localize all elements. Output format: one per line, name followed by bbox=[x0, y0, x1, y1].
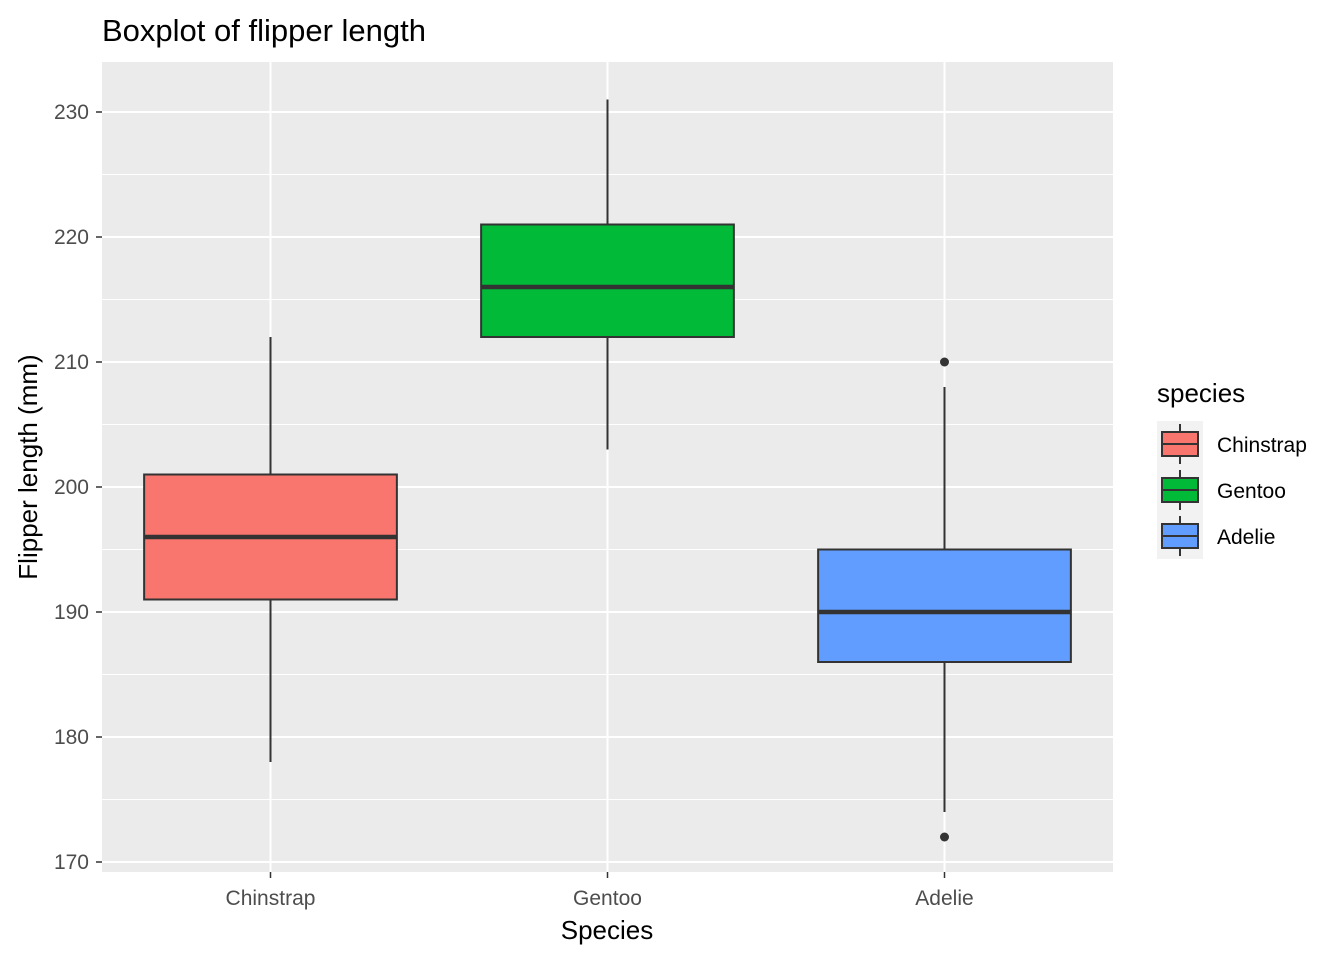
x-tick-label: Gentoo bbox=[573, 887, 642, 910]
x-tick-label: Adelie bbox=[915, 887, 973, 910]
y-tick-label: 170 bbox=[54, 851, 89, 874]
legend-label: Gentoo bbox=[1217, 480, 1286, 503]
legend: species Chinstrap Gentoo Adelie bbox=[1157, 378, 1307, 559]
y-tick-label: 190 bbox=[54, 601, 89, 624]
x-tick-label: Chinstrap bbox=[226, 887, 316, 910]
iqr-box bbox=[480, 223, 735, 338]
legend-label: Chinstrap bbox=[1217, 434, 1307, 457]
chart-title: Boxplot of flipper length bbox=[102, 13, 426, 48]
y-axis: 170 180 190 200 210 220 230 bbox=[54, 101, 102, 874]
legend-entry-gentoo: Gentoo bbox=[1161, 470, 1286, 510]
y-tick-label: 220 bbox=[54, 226, 89, 249]
y-tick-label: 200 bbox=[54, 476, 89, 499]
outlier-point bbox=[940, 357, 949, 367]
outlier-point bbox=[940, 832, 949, 842]
legend-label: Adelie bbox=[1217, 526, 1275, 549]
legend-entry-adelie: Adelie bbox=[1161, 516, 1275, 556]
box-adelie bbox=[817, 357, 1072, 842]
box-chinstrap bbox=[143, 337, 398, 762]
boxes bbox=[143, 99, 1072, 842]
x-axis: Chinstrap Gentoo Adelie bbox=[226, 872, 974, 910]
x-axis-title: Species bbox=[561, 915, 654, 945]
box-gentoo bbox=[480, 99, 735, 450]
iqr-box bbox=[817, 548, 1072, 663]
y-tick-label: 230 bbox=[54, 101, 89, 124]
legend-title: species bbox=[1157, 378, 1245, 408]
y-tick-label: 180 bbox=[54, 726, 89, 749]
y-tick-label: 210 bbox=[54, 351, 89, 374]
legend-entry-chinstrap: Chinstrap bbox=[1161, 424, 1307, 464]
y-axis-title: Flipper length (mm) bbox=[13, 354, 43, 579]
